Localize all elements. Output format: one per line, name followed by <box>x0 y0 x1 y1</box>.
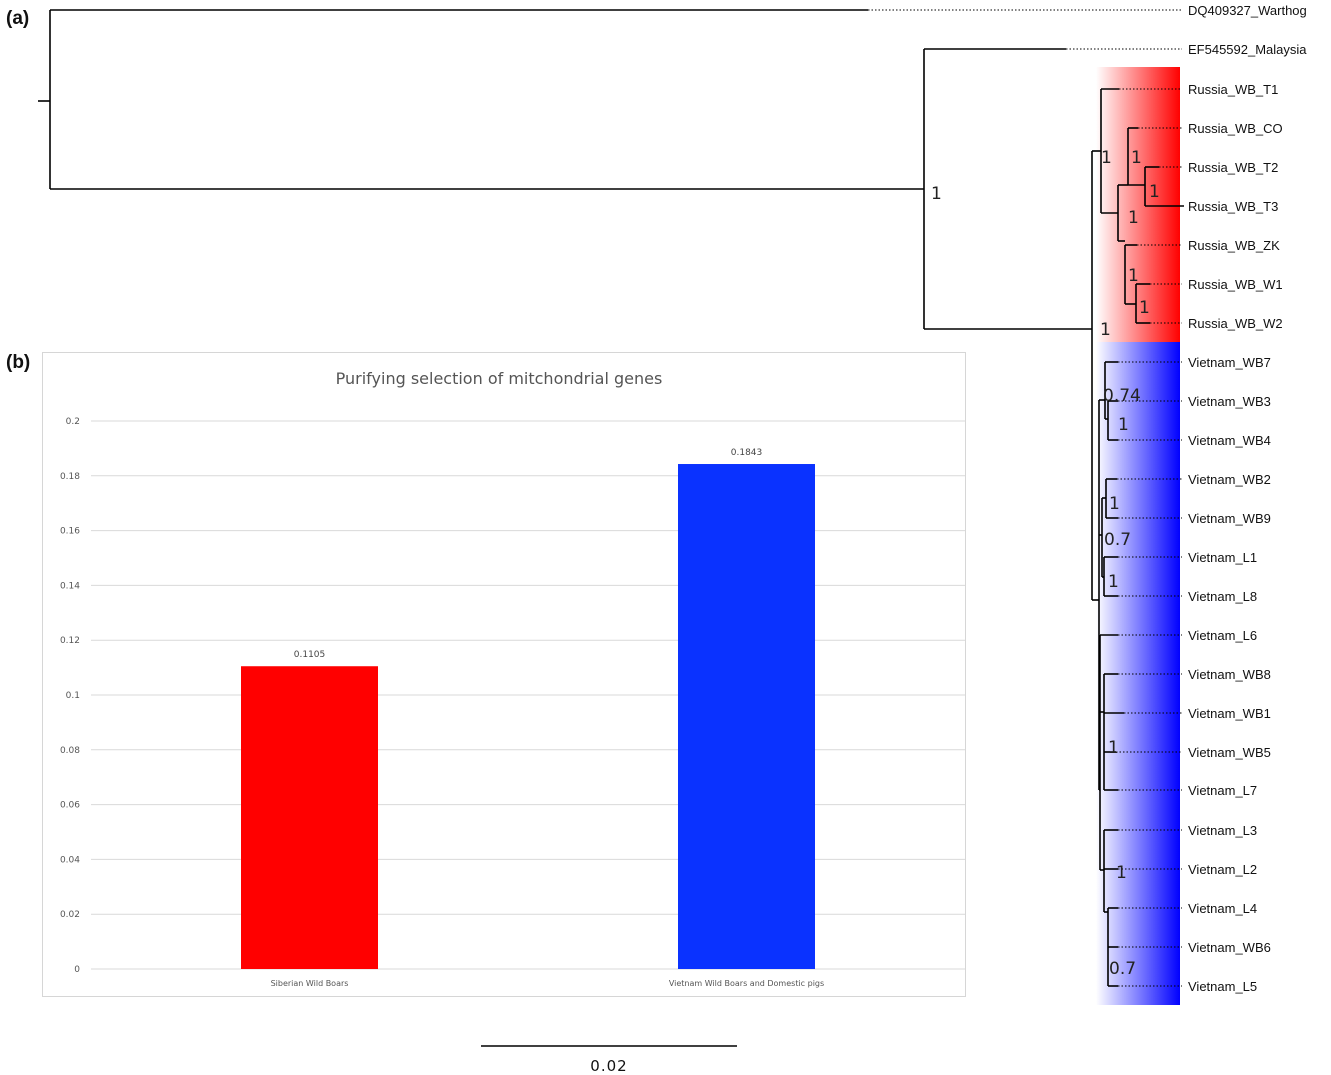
y-tick-label: 0.08 <box>60 746 80 756</box>
chart-title: Purifying selection of mitchondrial gene… <box>336 369 663 388</box>
scale-bar-label: 0.02 <box>590 1057 627 1075</box>
tip-label: Vietnam_WB6 <box>1188 940 1271 955</box>
y-tick-label: 0.18 <box>60 472 80 482</box>
support-value: 1 <box>1131 148 1142 168</box>
support-value: 1 <box>1118 415 1129 435</box>
y-tick-label: 0.06 <box>60 801 80 811</box>
tip-label: Russia_WB_W2 <box>1188 316 1283 331</box>
tip-label: Vietnam_WB2 <box>1188 472 1271 487</box>
bar-chart: Purifying selection of mitchondrial gene… <box>60 369 965 988</box>
data-label: 0.1105 <box>294 650 326 660</box>
support-value: 1 <box>1116 863 1127 883</box>
tip-label: Russia_WB_T2 <box>1188 160 1278 175</box>
y-tick-label: 0 <box>74 965 80 975</box>
tip-label: Vietnam_L6 <box>1188 628 1257 643</box>
tip-label: Russia_WB_T1 <box>1188 82 1278 97</box>
tip-label: Vietnam_WB3 <box>1188 394 1271 409</box>
support-value: 1 <box>1100 320 1111 340</box>
y-tick-label: 0.14 <box>60 581 80 591</box>
tip-label: Russia_WB_ZK <box>1188 238 1280 253</box>
x-tick-label: Vietnam Wild Boars and Domestic pigs <box>669 979 824 988</box>
support-value: 1 <box>1108 572 1119 592</box>
x-tick-label: Siberian Wild Boars <box>271 979 349 988</box>
support-value: 1 <box>1109 494 1120 514</box>
support-value: 1 <box>1101 148 1112 168</box>
support-value: 0.7 <box>1104 530 1131 550</box>
support-value: 0.74 <box>1103 386 1141 406</box>
panel-label-b: (b) <box>6 352 31 373</box>
support-value: 1 <box>1128 208 1139 228</box>
y-tick-label: 0.1 <box>66 691 80 701</box>
tip-label: Vietnam_L5 <box>1188 979 1257 994</box>
y-tick-label: 0.02 <box>60 910 80 920</box>
y-tick-label: 0.16 <box>60 527 80 537</box>
data-label: 0.1843 <box>731 448 763 458</box>
tip-label: Vietnam_WB8 <box>1188 667 1271 682</box>
support-value: 1 <box>931 184 942 204</box>
tip-label: Vietnam_L1 <box>1188 550 1257 565</box>
tip-label: Vietnam_L4 <box>1188 901 1257 916</box>
y-tick-label: 0.12 <box>60 636 80 646</box>
tip-label: Vietnam_L2 <box>1188 862 1257 877</box>
support-value: 0.7 <box>1109 959 1136 979</box>
tip-label: Vietnam_L7 <box>1188 783 1257 798</box>
tip-label: Russia_WB_W1 <box>1188 277 1283 292</box>
panel-label-a: (a) <box>6 8 30 29</box>
tip-label: Russia_WB_T3 <box>1188 199 1278 214</box>
y-tick-label: 0.04 <box>60 855 80 865</box>
support-value: 1 <box>1128 266 1139 286</box>
tree-branches <box>38 9 1184 987</box>
tip-leader-lines <box>868 9 1182 987</box>
russia-clade-shading <box>1096 67 1180 342</box>
support-value: 1 <box>1139 298 1150 318</box>
support-value: 1 <box>1108 738 1119 758</box>
tip-label: Vietnam_WB9 <box>1188 511 1271 526</box>
bar-chart-panel: Purifying selection of mitchondrial gene… <box>42 352 966 997</box>
support-value: 1 <box>1149 182 1160 202</box>
tip-label: Vietnam_WB1 <box>1188 706 1271 721</box>
tip-label: DQ409327_Warthog <box>1188 3 1307 18</box>
tip-label: Vietnam_WB4 <box>1188 433 1271 448</box>
tip-label: Vietnam_L3 <box>1188 823 1257 838</box>
bar <box>241 666 378 969</box>
tip-label: Russia_WB_CO <box>1188 121 1283 136</box>
y-tick-label: 0.2 <box>66 417 80 427</box>
tip-label: Vietnam_WB7 <box>1188 355 1271 370</box>
tip-label: Vietnam_L8 <box>1188 589 1257 604</box>
tip-label: EF545592_Malaysia <box>1188 42 1307 57</box>
bar <box>678 464 815 969</box>
tip-label: Vietnam_WB5 <box>1188 745 1271 760</box>
